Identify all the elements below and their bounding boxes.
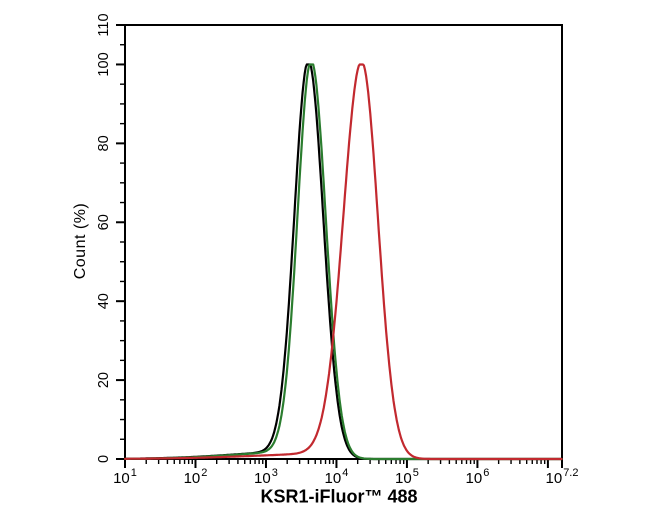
plot-frame <box>124 24 563 460</box>
x-tick-label: 106 <box>466 467 490 487</box>
x-tick-label: 102 <box>184 467 208 487</box>
x-tick-label: 105 <box>395 467 419 487</box>
curve-red-curve <box>123 63 563 461</box>
x-tick-label: 103 <box>254 467 278 487</box>
y-tick-label: 100 <box>96 52 112 76</box>
x-axis-title: KSR1-iFluor™ 488 <box>260 486 418 507</box>
y-tick-label: 0 <box>96 455 112 463</box>
x-tick-label: 104 <box>325 467 349 487</box>
x-tick-label: 101 <box>113 467 137 487</box>
curve-green-curve <box>123 63 563 461</box>
y-tick-label: 20 <box>96 372 112 388</box>
y-tick-label: 110 <box>96 13 112 36</box>
y-tick-label: 40 <box>96 293 112 309</box>
y-tick-label: 80 <box>96 135 112 151</box>
y-tick-label: 60 <box>96 214 112 230</box>
x-tick-label: 107.2 <box>546 467 579 487</box>
curve-black-curve <box>123 63 563 461</box>
y-axis-title: Count (%) <box>72 202 89 280</box>
